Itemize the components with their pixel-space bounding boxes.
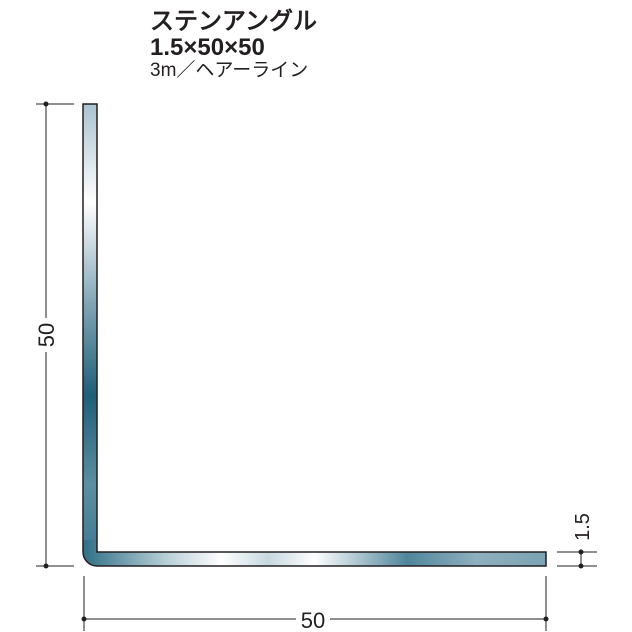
horizontal-leg bbox=[83, 540, 546, 566]
product-title-block: ステンアングル 1.5×50×50 3m／ヘアーライン bbox=[150, 8, 318, 81]
width-label: 50 bbox=[301, 608, 325, 632]
thickness-dimension bbox=[557, 549, 597, 569]
product-name: ステンアングル bbox=[150, 8, 318, 35]
vertical-leg bbox=[83, 104, 97, 552]
product-spec: 3m／ヘアーライン bbox=[150, 60, 309, 81]
thickness-label: 1.5 bbox=[572, 513, 594, 541]
height-dimension bbox=[36, 101, 74, 569]
product-size: 1.5×50×50 bbox=[150, 34, 265, 61]
profile-outline bbox=[82, 103, 547, 567]
width-dimension bbox=[81, 576, 549, 631]
height-label: 50 bbox=[34, 323, 59, 347]
